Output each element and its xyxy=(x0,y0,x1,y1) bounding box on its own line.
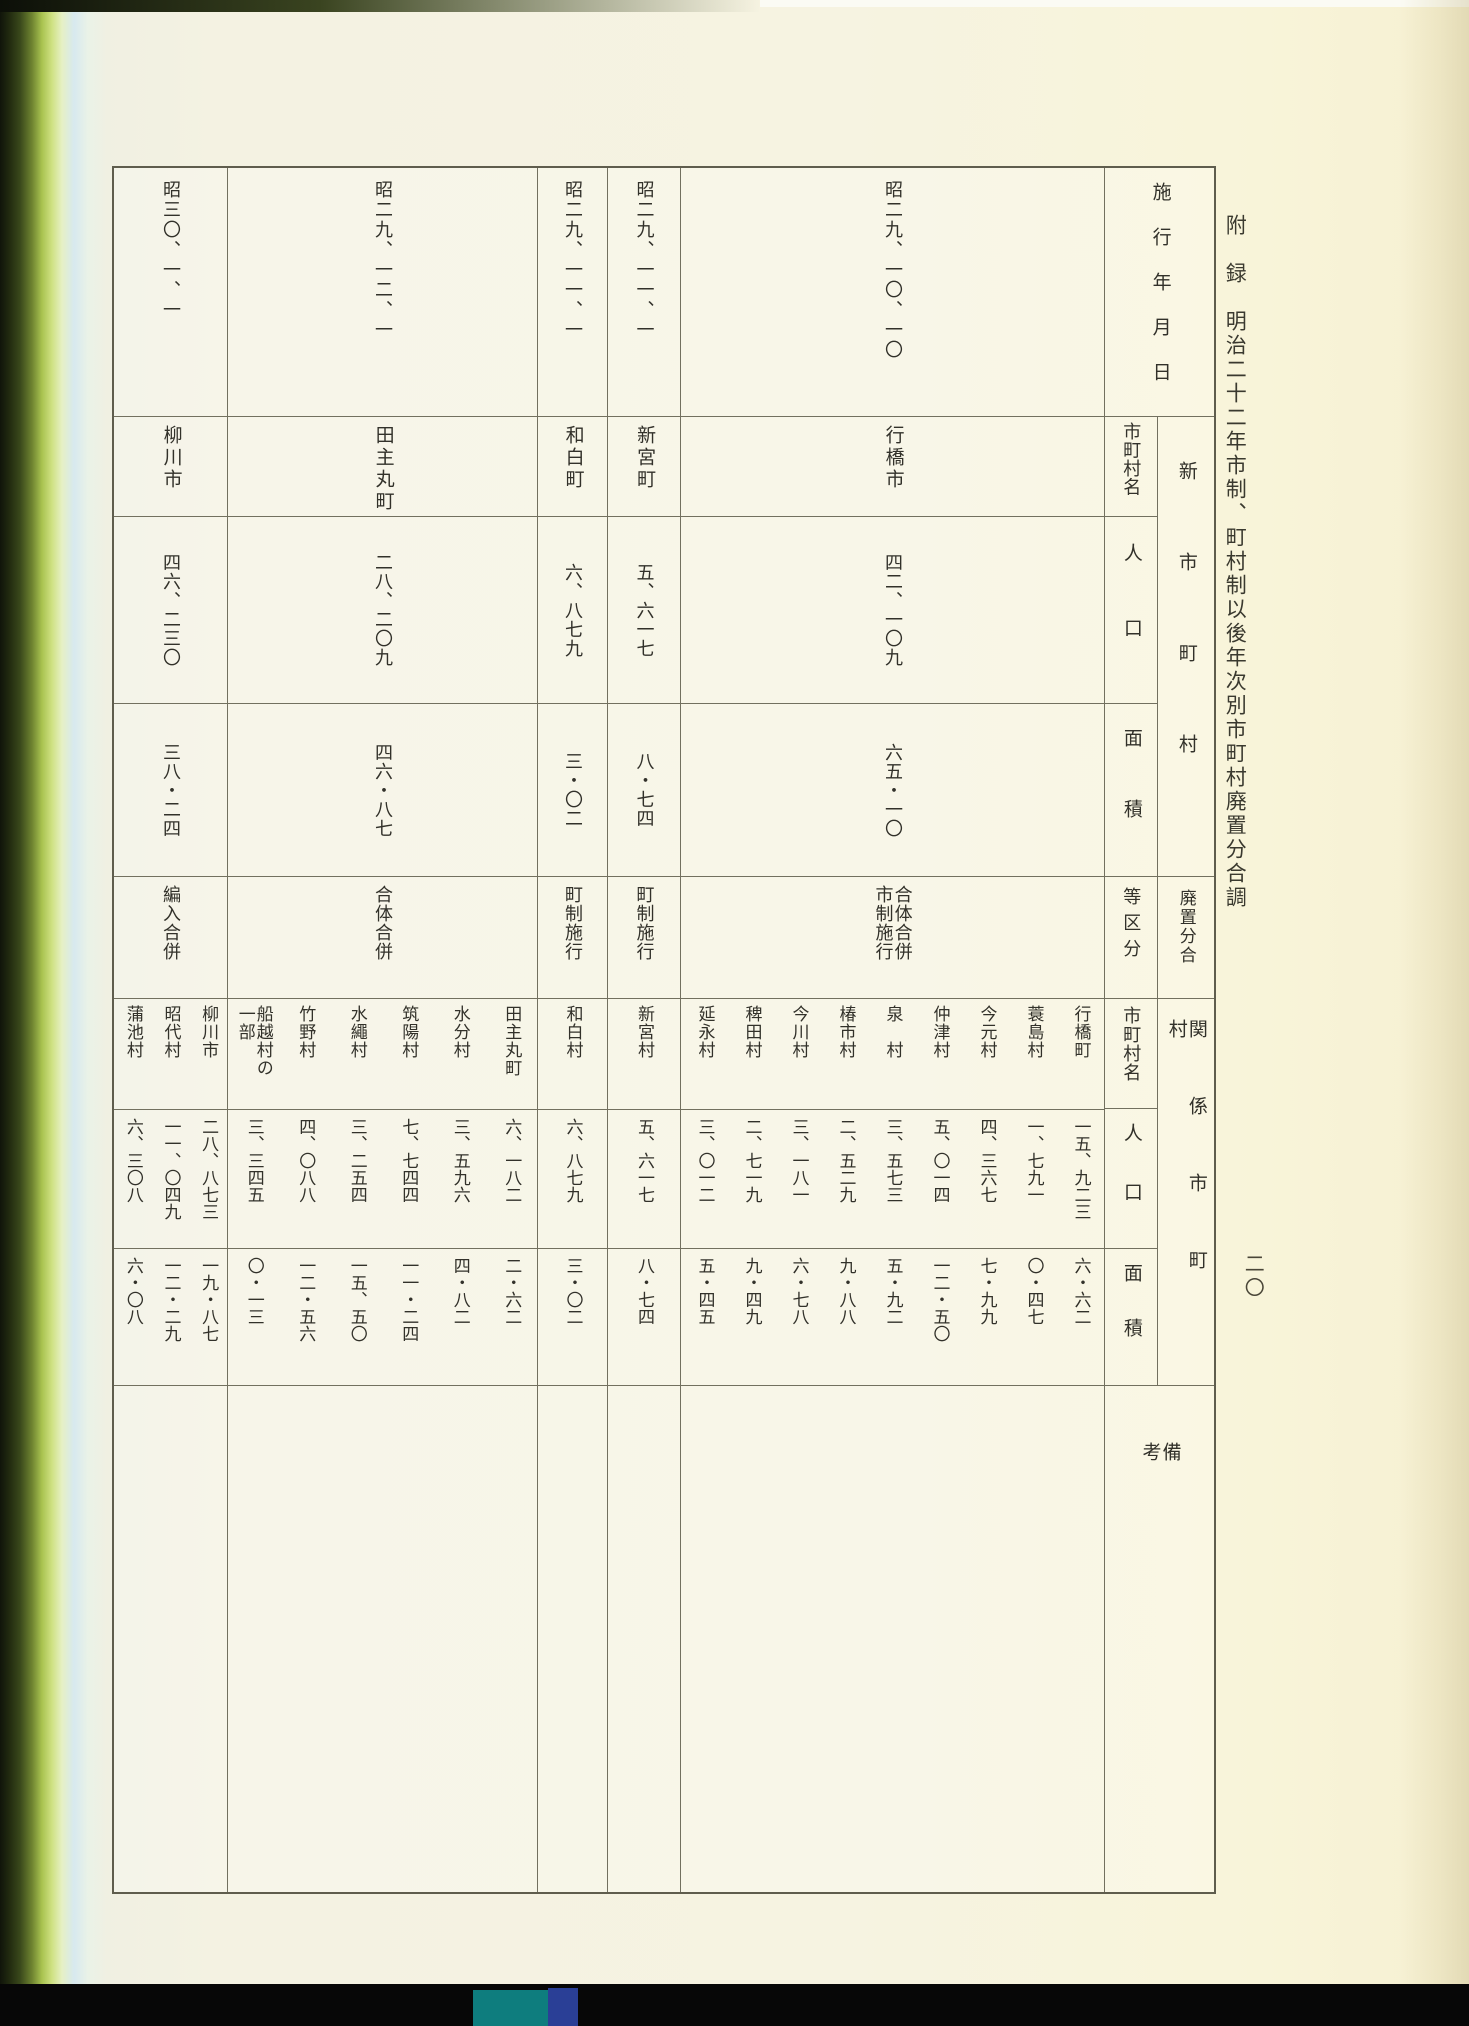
remarks-cell xyxy=(681,1385,1104,1892)
related-column: 蒲池村 六、三〇八 六・〇八 xyxy=(113,999,152,1385)
date-cell: 昭二九、一一、一 xyxy=(634,180,655,340)
related-column: 竹野村 四、〇八八 一二・五六 xyxy=(279,999,331,1385)
area-cell: 三・〇二 xyxy=(538,703,607,876)
header-related-area: 面積 xyxy=(1105,1248,1157,1385)
remarks-cell xyxy=(608,1385,680,1892)
header-groups-subcolumn: 新市町村 廃置分合 関係市町村 xyxy=(1156,416,1214,1385)
header-new-population: 人口 xyxy=(1105,516,1157,703)
remarks-cell xyxy=(228,1385,537,1892)
related-municipalities: 柳川市 二八、八七三 一九・八七 昭代村 一一、〇四九 一二・二九 蒲池村 六、… xyxy=(113,998,227,1385)
header-group-new-municipality: 新市町村 xyxy=(1157,416,1214,876)
date-cell: 昭三〇、一、一 xyxy=(114,168,227,416)
book-gutter-shadow xyxy=(0,0,110,2026)
scan-top-edge xyxy=(760,0,1469,7)
header-new-area: 面積 xyxy=(1105,703,1157,876)
page-edge-shadow xyxy=(1399,0,1469,2026)
related-column: 延永村 三、〇一二 五・四五 xyxy=(681,999,728,1385)
header-category: 等区分 xyxy=(1105,876,1157,998)
related-municipalities: 田主丸町 六、一八二 二・六二 水分村 三、五九六 四・八二 筑陽村 七、七四四… xyxy=(228,998,537,1385)
category-cell: 町制施行 xyxy=(538,876,607,998)
population-cell: 四六、二三〇 xyxy=(114,516,227,703)
category-cell: 合体合併 市制施行 xyxy=(681,876,1104,998)
related-column: 船越村の 一部 三、三四五 〇・一三 xyxy=(228,999,280,1385)
scan-top-shadow xyxy=(0,0,780,12)
population-cell: 二八、二〇九 xyxy=(228,516,537,703)
category-cell: 合体合併 xyxy=(228,876,537,998)
new-municipality-name-cell: 柳川市 xyxy=(114,416,227,516)
related-column: 和白村 六、八七九 三・〇二 xyxy=(538,999,607,1385)
header-related-population: 人口 xyxy=(1105,1108,1157,1248)
header-remarks: 備考 xyxy=(1105,1385,1214,1892)
header-labels-subcolumn: 市町村名 人口 面積 等区分 市町村名 人口 面積 xyxy=(1105,416,1157,1385)
population-cell: 六、八七九 xyxy=(538,516,607,703)
related-column: 今川村 三、一八一 六・七八 xyxy=(775,999,822,1385)
related-column: 柳川市 二八、八七三 一九・八七 xyxy=(189,999,227,1385)
date-cell: 昭二九、一〇、一〇 xyxy=(883,180,904,360)
related-municipalities: 行橋町 一五、九二三 六・六二 蓑島村 一、七九一 〇・四七 今元村 四、三六七… xyxy=(681,998,1104,1385)
date-cell: 昭二九、一二、一 xyxy=(373,180,394,340)
related-column: 筑陽村 七、七四四 一一・二四 xyxy=(382,999,434,1385)
related-column: 泉 村 三、五七三 五・九二 xyxy=(869,999,916,1385)
scan-bottom-teal-spot xyxy=(473,1990,548,2026)
related-column: 田主丸町 六、一八二 二・六二 xyxy=(485,999,537,1385)
related-column: 新宮村 五、六一七 八・七四 xyxy=(608,999,680,1385)
page-title: 附 録 明治二十二年市制、町村制以後年次別市町村廃置分合調 xyxy=(1223,214,1248,910)
area-cell: 八・七四 xyxy=(608,703,680,876)
scan-bottom-edge xyxy=(0,1984,1469,2026)
new-municipality-name-cell: 新宮町 xyxy=(608,416,680,516)
related-column: 蓑島村 一、七九一 〇・四七 xyxy=(1010,999,1057,1385)
related-column: 水分村 三、五九六 四・八二 xyxy=(434,999,486,1385)
related-column: 稗田村 二、七一九 九・四九 xyxy=(728,999,775,1385)
related-column: 仲津村 五、〇一四 一二・五〇 xyxy=(916,999,963,1385)
area-cell: 六五・一〇 xyxy=(681,703,1104,876)
related-column: 今元村 四、三六七 七・九九 xyxy=(963,999,1010,1385)
area-cell: 三八・二四 xyxy=(114,703,227,876)
header-group-category: 廃置分合 xyxy=(1157,876,1214,998)
header-new-name: 市町村名 xyxy=(1105,416,1157,516)
related-column: 行橋町 一五、九二三 六・六二 xyxy=(1057,999,1104,1385)
header-date: 施行年月日 xyxy=(1149,182,1171,407)
related-column: 水繩村 三、二五四 一五、五〇 xyxy=(331,999,383,1385)
area-cell: 四六・八七 xyxy=(228,703,537,876)
population-cell: 五、六一七 xyxy=(608,516,680,703)
header-group-related-municipality: 関係市町村 xyxy=(1157,998,1214,1385)
related-column: 昭代村 一一、〇四九 一二・二九 xyxy=(151,999,190,1385)
page-number: 二〇 xyxy=(1241,1253,1264,1301)
scan-bottom-blue-spot xyxy=(548,1988,578,2026)
related-municipalities: 新宮村 五、六一七 八・七四 xyxy=(608,998,680,1385)
row-band-wajiro: 昭二九、一一、一 和白町 六、八七九 三・〇二 町制施行 和白村 六、八七九 三… xyxy=(537,168,607,1892)
row-band-tanushimaru: 昭二九、一二、一 田主丸町 二八、二〇九 四六・八七 合体合併 田主丸町 六、一… xyxy=(227,168,537,1892)
row-band-yukuhashi: 昭二九、一〇、一〇 行橋市 四二、一〇九 六五・一〇 合体合併 市制施行 行橋町… xyxy=(680,168,1104,1892)
population-cell: 四二、一〇九 xyxy=(681,516,1104,703)
remarks-cell xyxy=(114,1385,227,1892)
row-band-yanagawa: 昭三〇、一、一 柳川市 四六、二三〇 三八・二四 編入合併 柳川市 二八、八七三… xyxy=(113,168,227,1892)
header-middle: 市町村名 人口 面積 等区分 市町村名 人口 面積 新市町村 廃置分合 関係市町… xyxy=(1105,416,1214,1385)
date-cell: 昭二九、一一、一 xyxy=(563,180,584,340)
category-cell: 編入合併 xyxy=(114,876,227,998)
related-column: 椿市村 二、五二九 九・八八 xyxy=(822,999,869,1385)
new-municipality-name-cell: 田主丸町 xyxy=(228,416,537,516)
related-municipalities: 和白村 六、八七九 三・〇二 xyxy=(538,998,607,1385)
new-municipality-name-cell: 和白町 xyxy=(538,416,607,516)
row-band-shingu: 昭二九、一一、一 新宮町 五、六一七 八・七四 町制施行 新宮村 五、六一七 八… xyxy=(607,168,680,1892)
municipal-merger-table: 昭三〇、一、一 柳川市 四六、二三〇 三八・二四 編入合併 柳川市 二八、八七三… xyxy=(112,166,1216,1894)
remarks-cell xyxy=(538,1385,607,1892)
new-municipality-name-cell: 行橋市 xyxy=(681,416,1104,516)
header-related-name: 市町村名 xyxy=(1105,998,1157,1108)
category-cell: 町制施行 xyxy=(608,876,680,998)
enforcement-date: 昭三〇、一、一 xyxy=(161,180,182,320)
header-band: 施行年月日 市町村名 人口 面積 等区分 市町村名 人口 面積 新市町村 廃置分… xyxy=(1104,168,1214,1892)
